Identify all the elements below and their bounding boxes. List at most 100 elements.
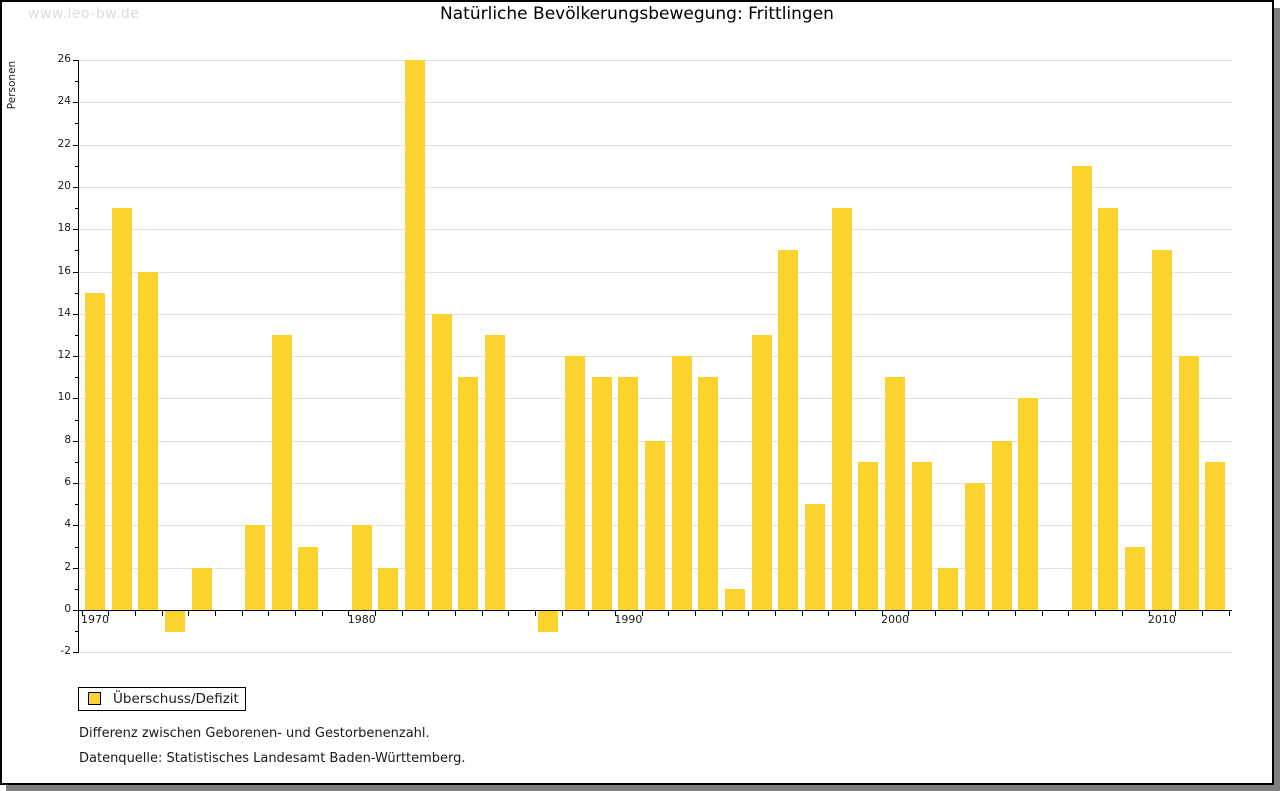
gridline--2 <box>78 652 1232 654</box>
x-tick-17 <box>535 611 537 616</box>
bar-2002 <box>938 567 959 610</box>
bar-1988 <box>565 356 586 610</box>
gridline-14 <box>78 313 1232 315</box>
gridline-24 <box>78 102 1232 104</box>
chart-title: Natürliche Bevölkerungsbewegung: Frittli… <box>440 4 834 24</box>
bar-1998 <box>831 208 852 610</box>
y-tick-8 <box>73 440 78 442</box>
bar-1985 <box>485 334 506 610</box>
y-tick-label-0: 0 <box>64 603 71 615</box>
note-datasource: Datenquelle: Statistisches Landesamt Bad… <box>79 751 466 766</box>
y-axis-line <box>78 59 79 654</box>
y-tick-16 <box>73 271 78 273</box>
bar-1977 <box>271 334 292 610</box>
bar-1997 <box>805 504 826 610</box>
bar-1987 <box>538 611 559 633</box>
y-tick-11 <box>75 377 78 379</box>
y-tick-13 <box>75 334 78 336</box>
x-tick-10 <box>348 611 350 616</box>
y-tick-7 <box>75 461 78 463</box>
x-tick-5 <box>215 611 217 616</box>
y-tick-24 <box>73 102 78 104</box>
y-tick-4 <box>73 525 78 527</box>
bar-1974 <box>191 567 212 610</box>
y-tick-label-24: 24 <box>57 95 71 108</box>
y-tick-label-18: 18 <box>57 222 71 235</box>
legend-swatch <box>88 692 101 705</box>
gridline-18 <box>78 229 1232 231</box>
y-tick-1 <box>75 588 78 590</box>
x-tick-13 <box>428 611 430 616</box>
bar-2012 <box>1205 461 1226 610</box>
gridline-12 <box>78 356 1232 358</box>
x-tick-19 <box>588 611 590 616</box>
bar-1995 <box>751 334 772 610</box>
y-tick-10 <box>73 398 78 400</box>
x-tick-6 <box>241 611 243 616</box>
frame-shadow-right <box>1274 8 1280 785</box>
gridline-22 <box>78 144 1232 146</box>
bar-2000 <box>885 377 906 610</box>
x-tick-29 <box>855 611 857 616</box>
legend: Überschuss/Defizit <box>78 687 246 711</box>
x-tick-3 <box>161 611 163 616</box>
x-tick-4 <box>188 611 190 616</box>
x-tick-label-1970: 1970 <box>81 613 110 626</box>
gridline-10 <box>78 398 1232 400</box>
legend-label: Überschuss/Defizit <box>113 691 239 707</box>
gridline-20 <box>78 186 1232 188</box>
bar-1999 <box>858 461 879 610</box>
x-tick-9 <box>321 611 323 616</box>
x-tick-26 <box>775 611 777 616</box>
y-tick-26 <box>73 59 78 61</box>
bar-2004 <box>991 440 1012 610</box>
x-tick-25 <box>748 611 750 616</box>
y-tick-label-22: 22 <box>57 137 71 150</box>
bar-1996 <box>778 250 799 610</box>
x-tick-23 <box>695 611 697 616</box>
x-tick-28 <box>828 611 830 616</box>
y-tick-label-8: 8 <box>64 433 71 446</box>
bar-2008 <box>1098 208 1119 610</box>
bar-1991 <box>645 440 666 610</box>
bar-1976 <box>245 525 266 610</box>
y-tick-label-10: 10 <box>57 391 71 404</box>
bar-1992 <box>671 356 692 610</box>
x-tick-22 <box>668 611 670 616</box>
y-tick-2 <box>73 567 78 569</box>
gridline-26 <box>78 59 1232 61</box>
bar-2003 <box>965 483 986 610</box>
x-tick-32 <box>935 611 937 616</box>
y-tick-label--2: -2 <box>60 645 71 658</box>
bar-1994 <box>725 588 746 610</box>
x-tick-35 <box>1015 611 1017 616</box>
x-tick-12 <box>401 611 403 616</box>
x-tick-38 <box>1095 611 1097 616</box>
x-tick-11 <box>375 611 377 616</box>
bar-1990 <box>618 377 639 610</box>
x-tick-43 <box>1228 611 1230 616</box>
y-tick-label-26: 26 <box>57 52 71 65</box>
bar-2010 <box>1151 250 1172 610</box>
y-tick-17 <box>75 250 78 252</box>
x-tick-40 <box>1148 611 1150 616</box>
frame-shadow-bottom <box>6 785 1280 791</box>
x-tick-21 <box>641 611 643 616</box>
y-tick-label-16: 16 <box>57 264 71 277</box>
x-tick-2 <box>135 611 137 616</box>
y-tick-3 <box>75 546 78 548</box>
y-tick-label-2: 2 <box>64 560 71 573</box>
y-tick-14 <box>73 313 78 315</box>
x-tick-15 <box>481 611 483 616</box>
y-tick-5 <box>75 504 78 506</box>
x-tick-41 <box>1175 611 1177 616</box>
x-tick-27 <box>801 611 803 616</box>
y-tick-23 <box>75 123 78 125</box>
note-definition: Differenz zwischen Geborenen- und Gestor… <box>79 726 430 741</box>
bar-2011 <box>1178 356 1199 610</box>
y-tick-label-20: 20 <box>57 179 71 192</box>
bar-1993 <box>698 377 719 610</box>
x-tick-24 <box>721 611 723 616</box>
